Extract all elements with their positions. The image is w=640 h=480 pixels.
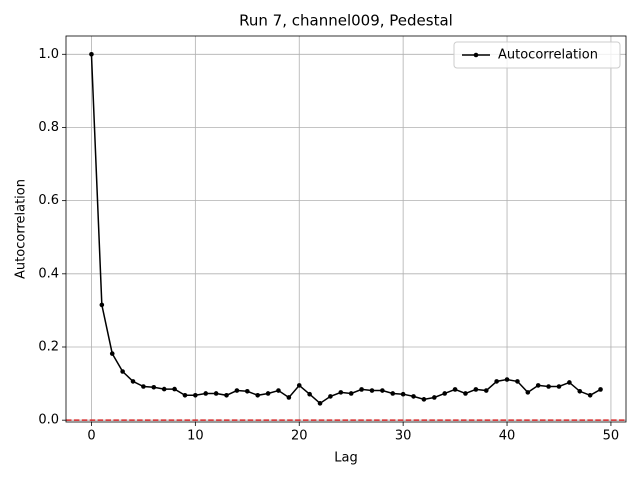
data-point: [359, 387, 364, 392]
data-point: [317, 401, 323, 406]
data-point: [99, 302, 105, 308]
y-tick-label: 0.2: [38, 339, 59, 354]
x-tick-label: 40: [499, 429, 516, 444]
legend-box: [453, 41, 621, 69]
data-point: [286, 395, 292, 400]
data-point: [567, 380, 572, 385]
legend-label: Autocorrelation: [498, 48, 598, 63]
data-point: [120, 369, 125, 374]
y-tick-label: 0.4: [38, 266, 59, 281]
data-point: [109, 351, 115, 356]
data-point: [400, 391, 406, 397]
data-point: [203, 391, 209, 396]
data-point: [244, 388, 250, 394]
data-point: [234, 388, 240, 393]
data-point: [463, 391, 468, 396]
data-point: [224, 392, 229, 398]
data-point: [141, 384, 146, 389]
data-point: [296, 383, 302, 388]
data-point: [421, 397, 427, 402]
data-point: [276, 388, 281, 393]
data-point: [556, 384, 562, 389]
plot-frame: [65, 35, 627, 423]
y-tick-label: 1.0: [38, 47, 59, 62]
data-point: [535, 383, 541, 388]
chart-title: Run 7, channel009, Pedestal: [239, 12, 453, 30]
data-point: [172, 386, 177, 392]
y-tick-label: 0.6: [38, 193, 59, 208]
data-point: [369, 388, 375, 393]
data-point: [328, 394, 333, 399]
data-point: [265, 391, 271, 396]
data-point: [432, 395, 437, 400]
data-point: [504, 377, 510, 382]
data-point: [452, 387, 458, 392]
legend-marker: [473, 52, 479, 58]
x-axis-label: Lag: [334, 451, 357, 466]
data-point: [348, 391, 354, 396]
data-point: [151, 384, 157, 390]
x-tick-label: 0: [87, 429, 95, 444]
data-point: [255, 392, 260, 398]
x-tick-label: 20: [291, 429, 308, 444]
data-point: [213, 391, 219, 396]
data-point: [598, 387, 603, 392]
data-point: [442, 391, 448, 396]
y-tick-label: 0.0: [38, 413, 59, 428]
data-point: [193, 392, 198, 398]
data-point: [483, 388, 489, 393]
x-tick-label: 50: [603, 429, 620, 444]
data-point: [577, 388, 583, 394]
data-point: [515, 379, 520, 384]
x-tick-label: 10: [187, 429, 204, 444]
data-point: [89, 51, 94, 57]
data-point: [130, 379, 136, 384]
y-axis-label: Autocorrelation: [14, 179, 29, 279]
data-point: [546, 384, 551, 389]
data-point: [473, 387, 479, 392]
data-point: [161, 386, 167, 392]
data-point: [380, 388, 385, 393]
data-point: [182, 392, 188, 398]
y-tick-label: 0.8: [38, 120, 59, 135]
data-point: [307, 391, 312, 397]
data-point: [587, 392, 593, 398]
data-point: [525, 390, 531, 395]
data-point: [338, 390, 344, 395]
x-tick-label: 30: [395, 429, 412, 444]
data-point: [390, 391, 396, 396]
data-point: [494, 379, 499, 384]
data-point: [411, 394, 416, 399]
